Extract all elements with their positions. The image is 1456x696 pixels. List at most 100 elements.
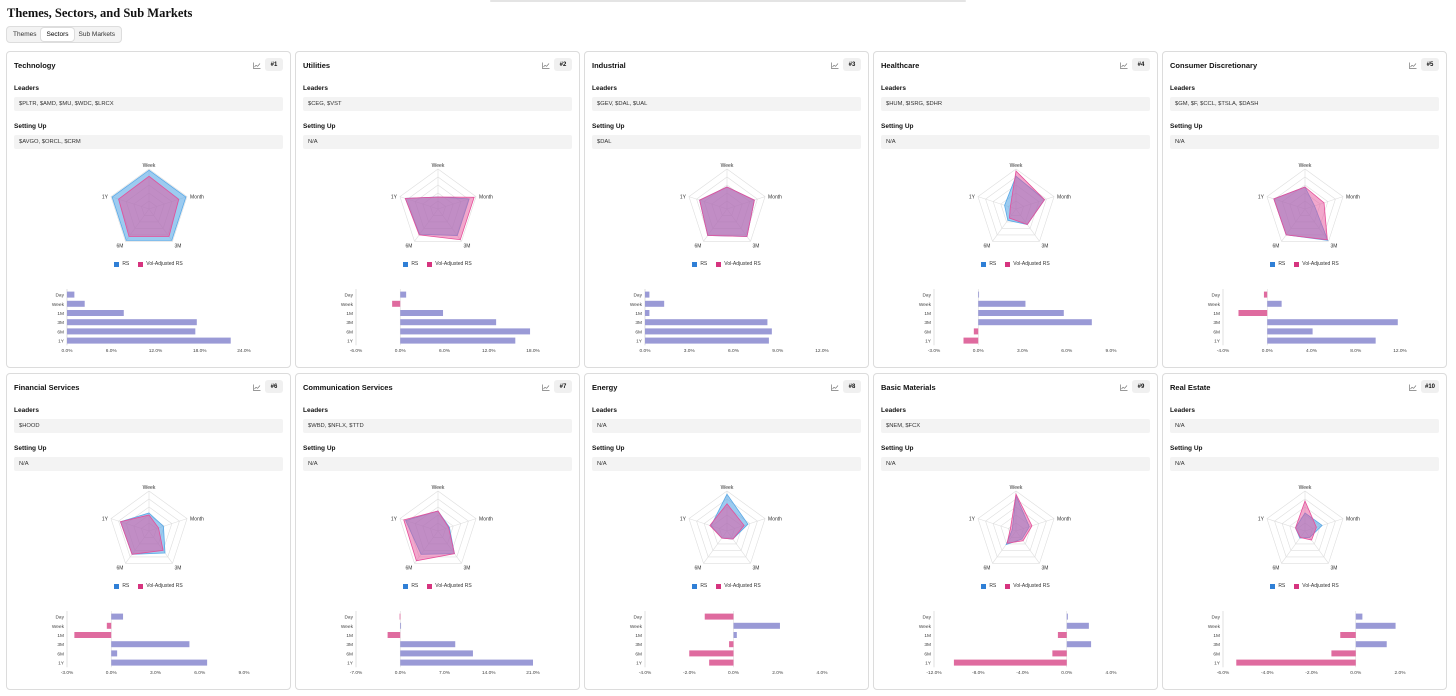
chart-toggle-button[interactable] [1117, 381, 1131, 393]
radar-series-vol-adjusted [118, 175, 180, 237]
bar-tick-label: -4.0% [1217, 348, 1230, 353]
tab-sectors[interactable]: Sectors [41, 28, 74, 41]
bar-category-label: Day [633, 293, 642, 299]
bar-tick-label: 21.0% [526, 670, 540, 675]
bar-tick-label: 0.0% [395, 670, 407, 675]
legend-label-vol-adjusted: Vol-Adjusted RS [724, 261, 761, 267]
bar-tick-label: 18.0% [193, 348, 207, 353]
setting-up-label: Setting Up [881, 445, 914, 452]
legend-item-vol-adjusted: Vol-Adjusted RS [1294, 261, 1339, 267]
bar-category-label: 3M [635, 642, 642, 648]
bar-category-label: Week [919, 624, 932, 630]
setting-up-label: Setting Up [1170, 123, 1203, 130]
bar-category-label: 1M [57, 633, 64, 639]
legend-swatch-vol-adjusted [1005, 583, 1011, 589]
leaders-label: Leaders [14, 85, 39, 92]
leaders-label: Leaders [303, 407, 328, 414]
bar-category-label: 1M [1213, 633, 1220, 639]
bar-tick-label: 12.0% [1393, 348, 1407, 353]
chart-toggle-button[interactable] [539, 381, 553, 393]
radar-axis-label: 1Y [969, 195, 976, 201]
legend-item-vol-adjusted: Vol-Adjusted RS [427, 583, 472, 589]
bar-category-label: 6M [1213, 329, 1220, 335]
bar-category-label: Week [630, 624, 643, 630]
radar-axis-label: 1Y [102, 517, 109, 523]
chart-toggle-button[interactable] [1117, 59, 1131, 71]
line-chart-icon [253, 384, 261, 391]
bar-category-label: 1Y [636, 661, 643, 667]
bar [400, 328, 531, 335]
bar [1267, 337, 1376, 344]
bar-category-label: Day [344, 293, 353, 299]
bar [106, 622, 112, 629]
chart-legend: RS Vol-Adjusted RS [296, 583, 579, 589]
radar-axis-label: 6M [1273, 243, 1280, 249]
bar-tick-label: 18.0% [526, 348, 540, 353]
radar-series-vol-adjusted [699, 186, 755, 237]
leaders-label: Leaders [303, 85, 328, 92]
bar-tick-label: 0.0% [1350, 670, 1362, 675]
chart-toggle-button[interactable] [1406, 59, 1420, 71]
radar-axis-label: 3M [1042, 243, 1049, 249]
bar [400, 291, 407, 298]
view-tabs: Themes Sectors Sub Markets [6, 26, 123, 43]
bar-category-label: Day [922, 293, 931, 299]
setting-up-value: $DAL [592, 135, 861, 149]
radar-axis-label: Month [1346, 517, 1360, 523]
chart-toggle-button[interactable] [828, 381, 842, 393]
radar-grid-ring [118, 498, 180, 558]
bar-category-label: 1M [346, 633, 353, 639]
bar [645, 310, 650, 316]
card-title: Real Estate [1170, 383, 1211, 392]
bar-category-label: Week [341, 624, 354, 630]
bar-tick-label: -8.0% [972, 670, 985, 675]
radar-grid-ring [688, 168, 766, 242]
legend-item-rs: RS [981, 583, 996, 589]
radar-axis-label: 3M [1042, 565, 1049, 571]
chart-toggle-button[interactable] [828, 59, 842, 71]
tab-sub-markets[interactable]: Sub Markets [78, 31, 116, 38]
radar-chart: Week Month 3M 6M 1Y [1258, 485, 1360, 571]
rank-badge: #5 [1421, 58, 1439, 71]
bar [1066, 613, 1068, 620]
radar-axis-label: 6M [695, 243, 702, 249]
rank-badge: #10 [1421, 380, 1439, 393]
setting-up-label: Setting Up [303, 123, 336, 130]
tab-themes[interactable]: Themes [13, 31, 37, 38]
bar-tick-label: 6.0% [439, 348, 451, 353]
bar-tick-label: 6.0% [194, 670, 206, 675]
setting-up-label: Setting Up [881, 123, 914, 130]
radar-series-vol-adjusted [1006, 492, 1033, 544]
bar-category-label: Day [1211, 615, 1220, 621]
radar-axis-label: 1Y [1258, 195, 1265, 201]
legend-item-vol-adjusted: Vol-Adjusted RS [138, 261, 183, 267]
bar [1355, 613, 1363, 620]
bar [400, 622, 402, 629]
bar-category-label: 3M [57, 642, 64, 648]
legend-label-rs: RS [122, 261, 130, 267]
leaders-label: Leaders [1170, 407, 1195, 414]
line-chart-icon [542, 384, 550, 391]
bar [111, 650, 118, 657]
bar-category-label: 6M [924, 329, 931, 335]
chart-toggle-button[interactable] [1406, 381, 1420, 393]
radar-axis-label: 1Y [102, 195, 109, 201]
legend-label-rs: RS [411, 261, 419, 267]
chart-toggle-button[interactable] [539, 59, 553, 71]
radar-grid-ring [1266, 168, 1344, 242]
legend-swatch-vol-adjusted [1294, 583, 1300, 589]
bar [645, 328, 772, 335]
legend-label-vol-adjusted: Vol-Adjusted RS [724, 583, 761, 589]
line-chart-icon [1409, 384, 1417, 391]
bar-category-label: 1Y [1214, 339, 1221, 345]
bar [111, 641, 190, 648]
chart-toggle-button[interactable] [250, 59, 264, 71]
radar-series-vol-adjusted [1295, 499, 1317, 541]
radar-axis-label: 3M [753, 565, 760, 571]
chart-toggle-button[interactable] [250, 381, 264, 393]
rank-badge: #4 [1132, 58, 1150, 71]
bar [704, 613, 734, 620]
bar-category-label: 3M [924, 642, 931, 648]
bar-chart: Day Week 1M 3M 6M 1Y -3.0% 0.0% 3.0% 6.0% 9.0% [52, 611, 250, 675]
radar-chart: Week Month 3M 6M 1Y [1258, 163, 1360, 249]
